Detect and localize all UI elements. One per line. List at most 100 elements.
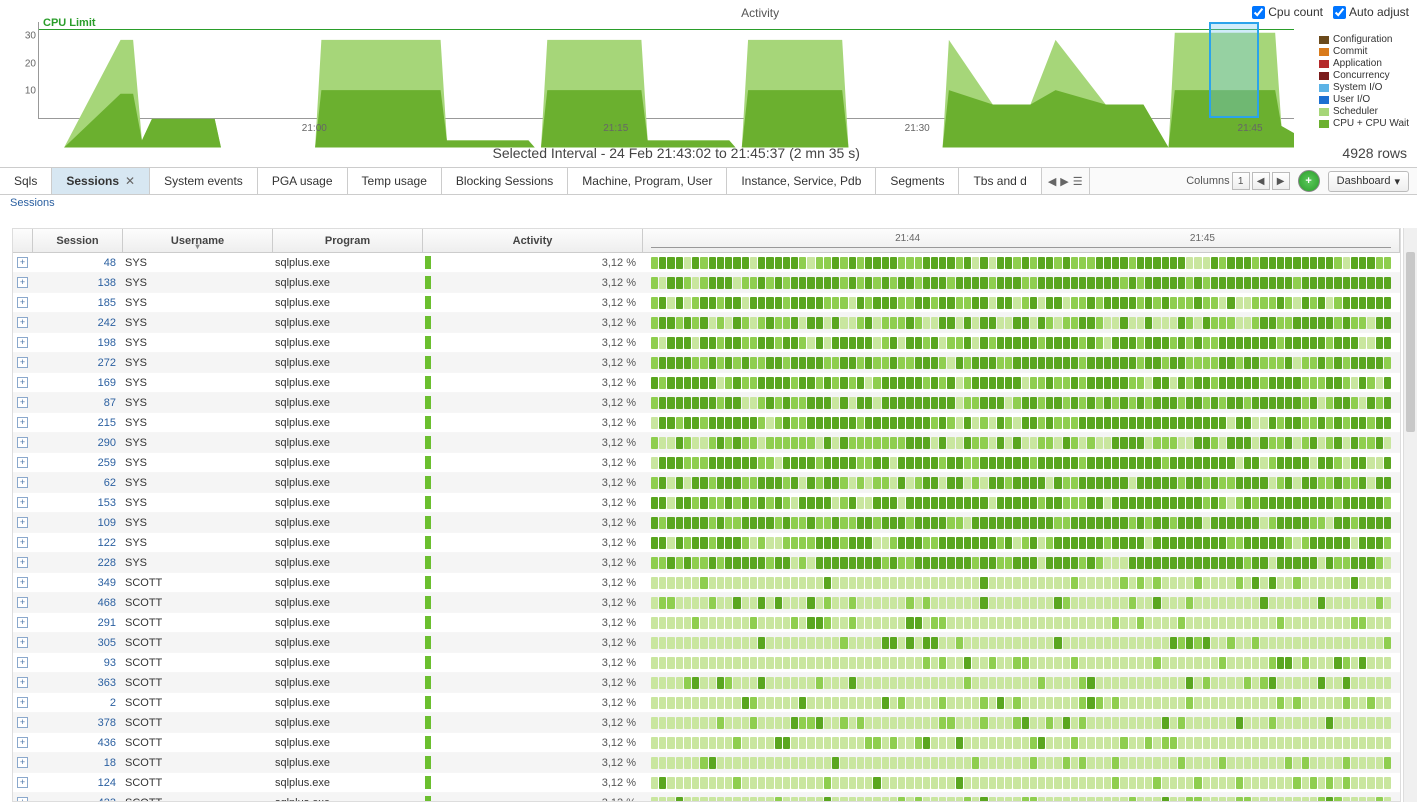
table-row[interactable]: +215SYSsqlplus.exe3,12 %	[13, 413, 1400, 433]
table-row[interactable]: +305SCOTTsqlplus.exe3,12 %	[13, 633, 1400, 653]
tab-sessions[interactable]: Sessions✕	[52, 168, 150, 194]
cell-session-id[interactable]: 378	[33, 713, 123, 732]
tab-instance-service-pdb[interactable]: Instance, Service, Pdb	[727, 168, 876, 194]
cell-session-id[interactable]: 93	[33, 653, 123, 672]
cell-session-id[interactable]: 272	[33, 353, 123, 372]
chart-selection-window[interactable]	[1209, 22, 1259, 118]
table-row[interactable]: +349SCOTTsqlplus.exe3,12 %	[13, 573, 1400, 593]
table-row[interactable]: +291SCOTTsqlplus.exe3,12 %	[13, 613, 1400, 633]
col-header-username[interactable]: Username▾	[123, 229, 273, 252]
cell-session-id[interactable]: 291	[33, 613, 123, 632]
expand-row-icon[interactable]: +	[17, 297, 28, 308]
scrollbar-thumb[interactable]	[1406, 252, 1415, 432]
cell-session-id[interactable]: 259	[33, 453, 123, 472]
cell-session-id[interactable]: 242	[33, 313, 123, 332]
expand-row-icon[interactable]: +	[17, 677, 28, 688]
expand-row-icon[interactable]: +	[17, 497, 28, 508]
expand-row-icon[interactable]: +	[17, 337, 28, 348]
cell-session-id[interactable]: 18	[33, 753, 123, 772]
expand-row-icon[interactable]: +	[17, 797, 28, 801]
expand-row-icon[interactable]: +	[17, 597, 28, 608]
tab-temp-usage[interactable]: Temp usage	[348, 168, 442, 194]
columns-next-button[interactable]: ▶	[1272, 172, 1290, 190]
cell-session-id[interactable]: 48	[33, 253, 123, 272]
col-header-activity[interactable]: Activity	[423, 229, 643, 252]
table-row[interactable]: +272SYSsqlplus.exe3,12 %	[13, 353, 1400, 373]
table-row[interactable]: +363SCOTTsqlplus.exe3,12 %	[13, 673, 1400, 693]
expand-row-icon[interactable]: +	[17, 317, 28, 328]
tab-tbs-and-d[interactable]: Tbs and d	[959, 168, 1041, 194]
table-row[interactable]: +185SYSsqlplus.exe3,12 %	[13, 293, 1400, 313]
table-row[interactable]: +468SCOTTsqlplus.exe3,12 %	[13, 593, 1400, 613]
expand-row-icon[interactable]: +	[17, 457, 28, 468]
table-row[interactable]: +169SYSsqlplus.exe3,12 %	[13, 373, 1400, 393]
expand-row-icon[interactable]: +	[17, 477, 28, 488]
expand-row-icon[interactable]: +	[17, 717, 28, 728]
cell-session-id[interactable]: 305	[33, 633, 123, 652]
cell-session-id[interactable]: 436	[33, 733, 123, 752]
cell-session-id[interactable]: 215	[33, 413, 123, 432]
table-row[interactable]: +228SYSsqlplus.exe3,12 %	[13, 553, 1400, 573]
grid-scrollbar[interactable]	[1403, 228, 1417, 802]
cell-session-id[interactable]: 87	[33, 393, 123, 412]
table-row[interactable]: +62SYSsqlplus.exe3,12 %	[13, 473, 1400, 493]
sessions-sublink[interactable]: Sessions	[0, 195, 1417, 211]
expand-row-icon[interactable]: +	[17, 377, 28, 388]
cell-session-id[interactable]: 122	[33, 533, 123, 552]
cell-session-id[interactable]: 2	[33, 693, 123, 712]
cell-session-id[interactable]: 423	[33, 793, 123, 801]
expand-row-icon[interactable]: +	[17, 697, 28, 708]
add-button[interactable]: +	[1298, 170, 1320, 192]
tab-close-icon[interactable]: ✕	[125, 174, 135, 188]
table-row[interactable]: +436SCOTTsqlplus.exe3,12 %	[13, 733, 1400, 753]
table-row[interactable]: +138SYSsqlplus.exe3,12 %	[13, 273, 1400, 293]
cell-session-id[interactable]: 468	[33, 593, 123, 612]
cpu-count-checkbox[interactable]: Cpu count	[1252, 5, 1323, 19]
table-row[interactable]: +18SCOTTsqlplus.exe3,12 %	[13, 753, 1400, 773]
expand-row-icon[interactable]: +	[17, 417, 28, 428]
cell-session-id[interactable]: 363	[33, 673, 123, 692]
expand-row-icon[interactable]: +	[17, 557, 28, 568]
expand-row-icon[interactable]: +	[17, 537, 28, 548]
cell-session-id[interactable]: 185	[33, 293, 123, 312]
cell-session-id[interactable]: 290	[33, 433, 123, 452]
table-row[interactable]: +122SYSsqlplus.exe3,12 %	[13, 533, 1400, 553]
table-row[interactable]: +259SYSsqlplus.exe3,12 %	[13, 453, 1400, 473]
cell-session-id[interactable]: 169	[33, 373, 123, 392]
cell-session-id[interactable]: 349	[33, 573, 123, 592]
expand-row-icon[interactable]: +	[17, 737, 28, 748]
tab-blocking-sessions[interactable]: Blocking Sessions	[442, 168, 568, 194]
tab-system-events[interactable]: System events	[150, 168, 258, 194]
cell-session-id[interactable]: 153	[33, 493, 123, 512]
expand-row-icon[interactable]: +	[17, 397, 28, 408]
tab-list-icon[interactable]: ☰	[1073, 175, 1083, 188]
cell-session-id[interactable]: 124	[33, 773, 123, 792]
cell-session-id[interactable]: 138	[33, 273, 123, 292]
table-row[interactable]: +423SCOTTsqlplus.exe3,12 %	[13, 793, 1400, 801]
expand-row-icon[interactable]: +	[17, 277, 28, 288]
table-row[interactable]: +290SYSsqlplus.exe3,12 %	[13, 433, 1400, 453]
expand-row-icon[interactable]: +	[17, 437, 28, 448]
table-row[interactable]: +242SYSsqlplus.exe3,12 %	[13, 313, 1400, 333]
dashboard-button[interactable]: Dashboard ▾	[1328, 171, 1409, 192]
table-row[interactable]: +2SCOTTsqlplus.exe3,12 %	[13, 693, 1400, 713]
table-row[interactable]: +93SCOTTsqlplus.exe3,12 %	[13, 653, 1400, 673]
tab-machine-program-user[interactable]: Machine, Program, User	[568, 168, 727, 194]
expand-row-icon[interactable]: +	[17, 257, 28, 268]
tab-pga-usage[interactable]: PGA usage	[258, 168, 348, 194]
auto-adjust-checkbox[interactable]: Auto adjust	[1333, 5, 1409, 19]
col-header-session[interactable]: Session	[33, 229, 123, 252]
table-row[interactable]: +109SYSsqlplus.exe3,12 %	[13, 513, 1400, 533]
expand-row-icon[interactable]: +	[17, 517, 28, 528]
table-row[interactable]: +124SCOTTsqlplus.exe3,12 %	[13, 773, 1400, 793]
col-header-program[interactable]: Program	[273, 229, 423, 252]
table-row[interactable]: +198SYSsqlplus.exe3,12 %	[13, 333, 1400, 353]
expand-row-icon[interactable]: +	[17, 757, 28, 768]
cell-session-id[interactable]: 228	[33, 553, 123, 572]
cell-session-id[interactable]: 109	[33, 513, 123, 532]
expand-row-icon[interactable]: +	[17, 357, 28, 368]
cell-session-id[interactable]: 198	[33, 333, 123, 352]
expand-row-icon[interactable]: +	[17, 617, 28, 628]
tab-sqls[interactable]: Sqls	[0, 168, 52, 194]
table-row[interactable]: +153SYSsqlplus.exe3,12 %	[13, 493, 1400, 513]
